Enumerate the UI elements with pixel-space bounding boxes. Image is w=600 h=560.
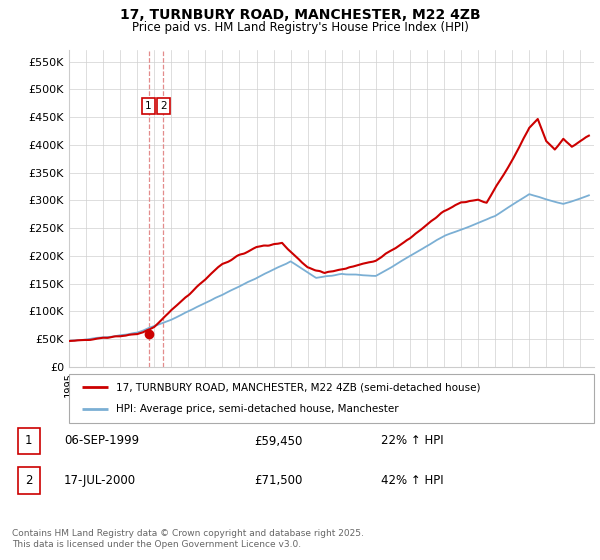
Text: 42% ↑ HPI: 42% ↑ HPI (380, 474, 443, 487)
Text: 22% ↑ HPI: 22% ↑ HPI (380, 435, 443, 447)
Text: 1: 1 (145, 101, 152, 111)
Text: Contains HM Land Registry data © Crown copyright and database right 2025.
This d: Contains HM Land Registry data © Crown c… (12, 529, 364, 549)
Text: 2: 2 (25, 474, 32, 487)
Text: 1: 1 (25, 435, 32, 447)
Text: 17-JUL-2000: 17-JUL-2000 (64, 474, 136, 487)
Text: 2: 2 (160, 101, 167, 111)
Text: £59,450: £59,450 (254, 435, 302, 447)
FancyBboxPatch shape (69, 374, 594, 423)
Text: 06-SEP-1999: 06-SEP-1999 (64, 435, 139, 447)
Text: Price paid vs. HM Land Registry's House Price Index (HPI): Price paid vs. HM Land Registry's House … (131, 21, 469, 34)
Text: HPI: Average price, semi-detached house, Manchester: HPI: Average price, semi-detached house,… (116, 404, 399, 414)
Text: 17, TURNBURY ROAD, MANCHESTER, M22 4ZB: 17, TURNBURY ROAD, MANCHESTER, M22 4ZB (119, 8, 481, 22)
FancyBboxPatch shape (18, 428, 40, 454)
Text: £71,500: £71,500 (254, 474, 302, 487)
FancyBboxPatch shape (18, 467, 40, 493)
Text: 17, TURNBURY ROAD, MANCHESTER, M22 4ZB (semi-detached house): 17, TURNBURY ROAD, MANCHESTER, M22 4ZB (… (116, 382, 481, 393)
